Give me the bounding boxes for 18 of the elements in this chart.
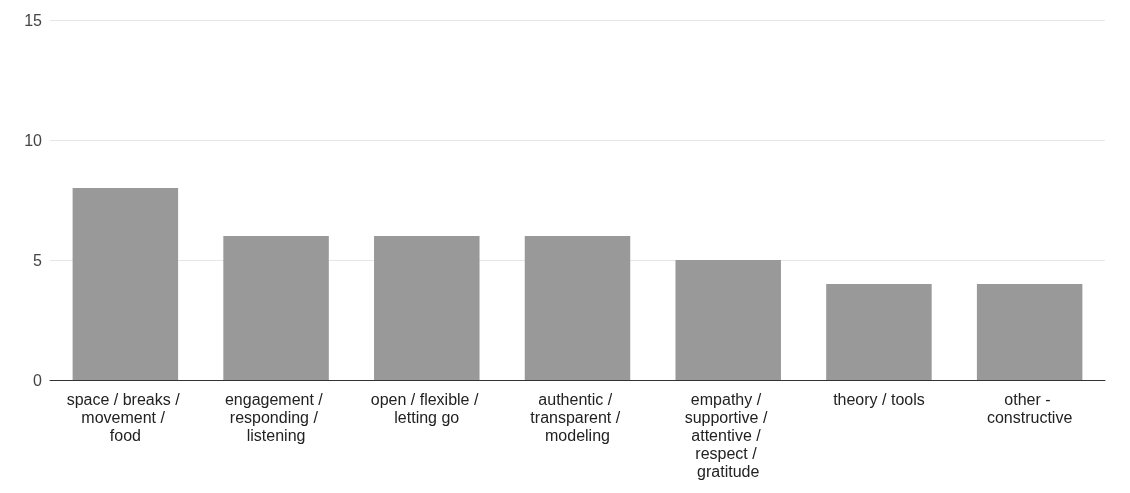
x-tick-label: open / flexible / letting go (370, 390, 483, 426)
bar (223, 236, 329, 380)
x-tick-label: space / breaks / movement / food (66, 390, 185, 444)
x-tick-label: engagement / responding / listening (224, 390, 328, 444)
y-tick-label: 0 (33, 371, 43, 389)
x-tick-label: other - constructive (986, 390, 1073, 426)
bar (72, 188, 179, 380)
y-tick-label: 5 (33, 251, 43, 269)
y-tick-label: 10 (24, 131, 43, 149)
x-tick-label: authentic / transparent / modeling (530, 390, 625, 444)
bar (524, 236, 631, 380)
bar (374, 236, 480, 380)
bar (976, 284, 1083, 380)
x-tick-label: theory / tools (833, 390, 925, 408)
y-tick-label: 15 (24, 11, 43, 29)
x-tick-label: empathy / supportive / attentive / respect / gratitude (684, 390, 772, 480)
bar (675, 260, 781, 380)
bar (826, 284, 932, 380)
